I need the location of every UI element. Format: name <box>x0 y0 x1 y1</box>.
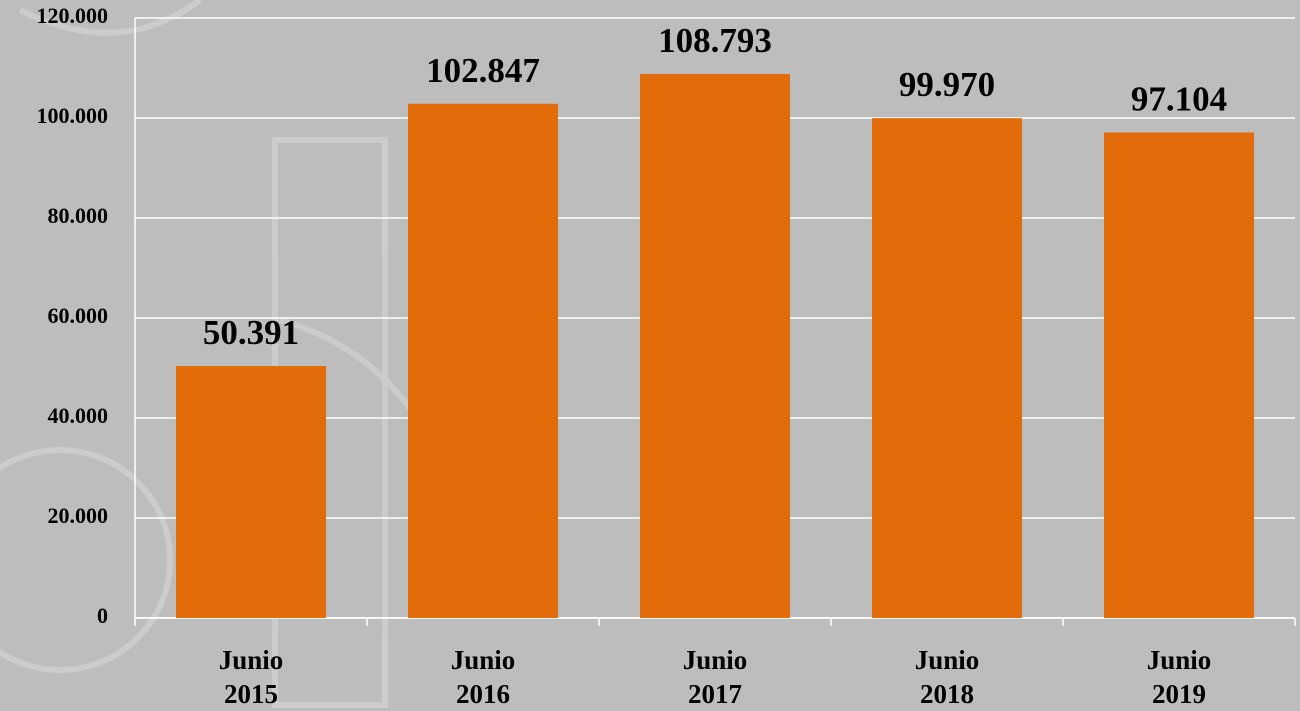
x-tick-label: Junio 2017 <box>682 645 748 709</box>
data-label: 97.104 <box>1131 80 1227 119</box>
y-tick-label: 120.000 <box>37 3 109 28</box>
x-tick-label: Junio 2016 <box>450 645 516 709</box>
x-tick-label: Junio 2015 <box>218 645 284 709</box>
y-tick-label: 100.000 <box>37 103 109 128</box>
data-label: 108.793 <box>658 21 772 60</box>
data-label: 50.391 <box>203 313 299 352</box>
y-tick-label: 60.000 <box>48 303 109 328</box>
bar <box>408 103 558 618</box>
bar <box>872 118 1022 619</box>
data-label: 99.970 <box>899 65 995 104</box>
bar <box>640 74 790 618</box>
x-tick-label: Junio 2018 <box>914 645 980 709</box>
y-tick-label: 0 <box>97 603 108 628</box>
bar <box>1104 132 1254 619</box>
data-label: 102.847 <box>426 51 540 90</box>
y-tick-label: 20.000 <box>48 503 109 528</box>
x-tick-label: Junio 2019 <box>1146 645 1212 709</box>
y-tick-label: 80.000 <box>48 203 109 228</box>
bar <box>176 366 326 618</box>
y-tick-label: 40.000 <box>48 403 109 428</box>
